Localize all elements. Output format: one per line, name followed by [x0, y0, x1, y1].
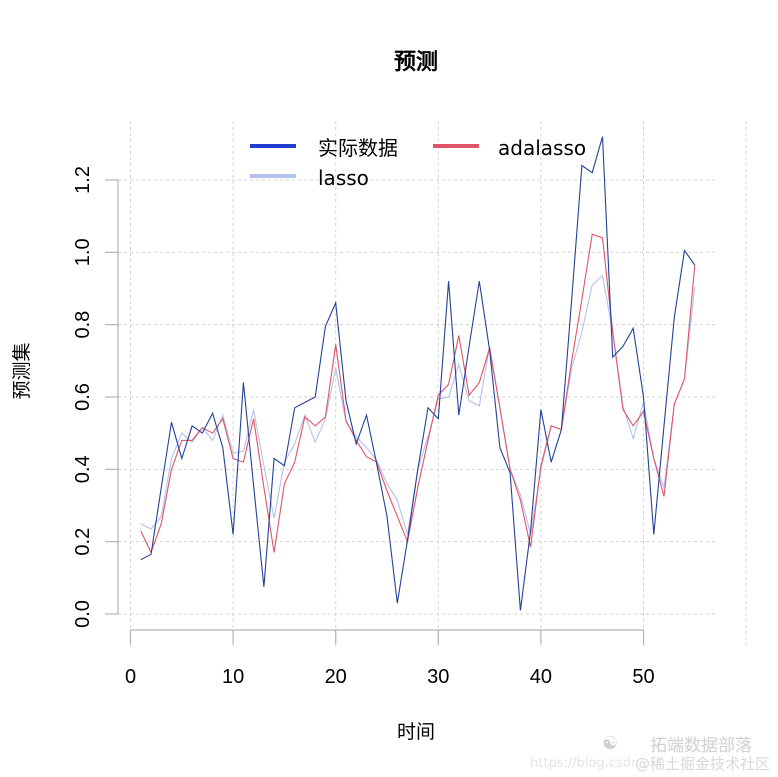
y-tick-label: 1.2	[72, 166, 94, 194]
y-tick-label: 1.0	[72, 238, 94, 266]
x-tick-label: 0	[125, 666, 136, 688]
chart-title: 预测	[394, 50, 438, 75]
legend-label: adalasso	[498, 136, 586, 160]
y-tick-label: 0.2	[72, 528, 94, 556]
axes: 0.0 0.2 0.4 0.6 0.8 1.0 1.2 0 10 20 30 40 50	[72, 166, 655, 688]
watermark-url: https://blog.csdn	[530, 756, 640, 771]
wechat-icon: ☯	[602, 733, 619, 754]
x-tick-label: 20	[325, 666, 347, 688]
legend: 实际数据 adalasso lasso	[250, 136, 586, 190]
x-axis-label: 时间	[397, 721, 435, 743]
x-tick-label: 10	[222, 666, 244, 688]
data-series	[140, 136, 696, 611]
watermark-community: @稀土掘金技术社区	[634, 755, 770, 773]
grid-lines	[118, 121, 747, 647]
watermark-brand: 拓端数据部落	[650, 736, 752, 756]
legend-label: lasso	[318, 166, 369, 190]
legend-label: 实际数据	[318, 136, 398, 160]
x-tick-label: 50	[632, 666, 654, 688]
x-tick-label: 40	[530, 666, 552, 688]
y-tick-label: 0.0	[72, 600, 94, 628]
y-axis-label: 预测集	[11, 342, 33, 399]
y-tick-label: 0.4	[72, 455, 94, 483]
x-tick-label: 30	[427, 666, 449, 688]
y-tick-label: 0.6	[72, 383, 94, 411]
series-line-actual	[140, 136, 696, 611]
series-line-adalasso	[140, 233, 696, 554]
y-tick-label: 0.8	[72, 311, 94, 339]
series-line-lasso	[140, 274, 696, 535]
